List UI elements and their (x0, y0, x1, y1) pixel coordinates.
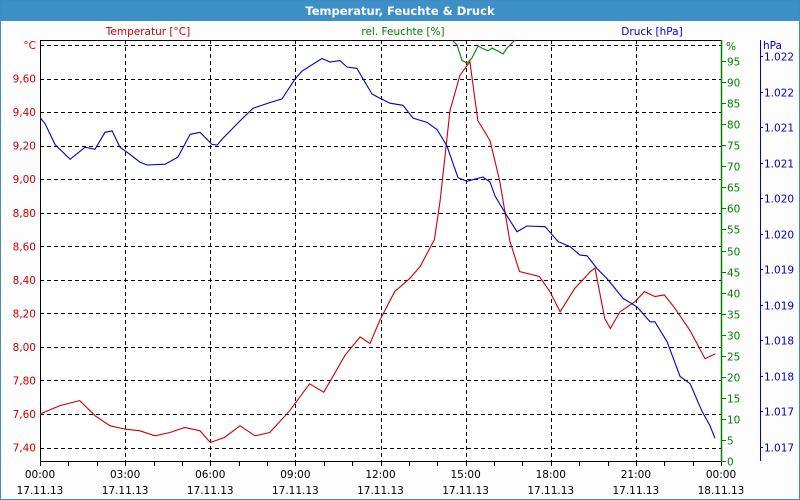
x-tick-label-time: 00:00 (706, 469, 736, 481)
temperature-tick-label: 7,60 (13, 409, 36, 421)
temperature-tick-label: 9,60 (13, 74, 36, 86)
humidity-tick-label: 80 (727, 120, 740, 132)
pressure-tick-label: 1.017 (764, 443, 794, 455)
humidity-tick-label: 15 (727, 394, 740, 406)
humidity-tick-label: 25 (727, 352, 740, 364)
temperature-series-line (40, 60, 716, 444)
pressure-unit-label: hPa (763, 40, 782, 52)
humidity-tick-label: 50 (727, 247, 740, 259)
temperature-tick-label: 8,00 (13, 342, 36, 354)
humidity-tick-label: 90 (727, 78, 740, 90)
x-tick-label-date: 17.11.13 (102, 485, 149, 497)
temperature-tick-label: 9,20 (13, 141, 36, 153)
pressure-tick-label: 1.021 (764, 123, 794, 135)
temperature-tick-label: 8,40 (13, 275, 36, 287)
x-tick-label-time: 12:00 (365, 469, 395, 481)
x-tick-label-time: 06:00 (195, 469, 225, 481)
pressure-tick-label: 1.022 (764, 52, 794, 64)
temperature-tick-label: 8,20 (13, 308, 36, 320)
window-title: Temperatur, Feuchte & Druck (1, 1, 799, 21)
humidity-tick-label: 20 (727, 373, 740, 385)
x-tick-label-date: 17.11.13 (357, 485, 404, 497)
humidity-series-line (451, 40, 516, 64)
x-tick-label-date: 17.11.13 (17, 485, 64, 497)
humidity-tick-label: 55 (727, 225, 740, 237)
x-tick-label-time: 15:00 (450, 469, 480, 481)
x-tick-label-date: 17.11.13 (612, 485, 659, 497)
pressure-tick-label: 1.021 (764, 159, 794, 171)
humidity-tick-label: 45 (727, 268, 740, 280)
humidity-tick-label: 10 (727, 415, 740, 427)
x-tick-label-date: 17.11.13 (527, 485, 574, 497)
legend-humidity: rel. Feuchte [%] (361, 26, 444, 38)
humidity-tick-label: 0 (727, 457, 734, 469)
pressure-tick-label: 1.019 (764, 301, 794, 313)
x-tick-label-time: 18:00 (536, 469, 566, 481)
temperature-tick-label: 9,00 (13, 174, 36, 186)
x-tick-label-date: 17.11.13 (187, 485, 234, 497)
humidity-tick-label: 40 (727, 289, 740, 301)
humidity-tick-label: 70 (727, 162, 740, 174)
temperature-tick-label: 7,40 (13, 443, 36, 455)
humidity-tick-label: 95 (727, 57, 740, 69)
pressure-series-line (40, 57, 716, 439)
temperature-tick-label: 8,80 (13, 208, 36, 220)
x-tick-label-date: 17.11.13 (272, 485, 319, 497)
humidity-tick-label: 65 (727, 183, 740, 195)
humidity-unit-label: % (726, 41, 736, 53)
legend-pressure: Druck [hPa] (621, 26, 682, 38)
humidity-tick-label: 30 (727, 331, 740, 343)
x-tick-label-date: 17.11.13 (442, 485, 489, 497)
pressure-tick-label: 1.017 (764, 407, 794, 419)
humidity-tick-label: 85 (727, 99, 740, 111)
x-tick-label-time: 09:00 (280, 469, 310, 481)
x-tick-label-time: 03:00 (110, 469, 140, 481)
temperature-tick-label: 7,80 (13, 375, 36, 387)
pressure-tick-label: 1.022 (764, 88, 794, 100)
pressure-tick-label: 1.018 (764, 336, 794, 348)
legend-temperature: Temperatur [°C] (105, 26, 190, 38)
humidity-tick-label: 5 (727, 436, 734, 448)
pressure-tick-label: 1.020 (764, 194, 794, 206)
x-tick-label-time: 21:00 (621, 469, 651, 481)
humidity-tick-label: 35 (727, 310, 740, 322)
humidity-tick-label: 75 (727, 141, 740, 153)
pressure-tick-label: 1.020 (764, 230, 794, 242)
humidity-tick-label: 60 (727, 204, 740, 216)
x-tick-label-time: 00:00 (25, 469, 55, 481)
pressure-tick-label: 1.019 (764, 265, 794, 277)
temperature-unit-label: °C (23, 40, 36, 52)
x-tick-label-date: 18.11.13 (698, 485, 745, 497)
temperature-tick-label: 8,60 (13, 241, 36, 253)
temperature-tick-label: 9,40 (13, 107, 36, 119)
pressure-tick-label: 1.018 (764, 372, 794, 384)
plot-area (40, 40, 721, 461)
